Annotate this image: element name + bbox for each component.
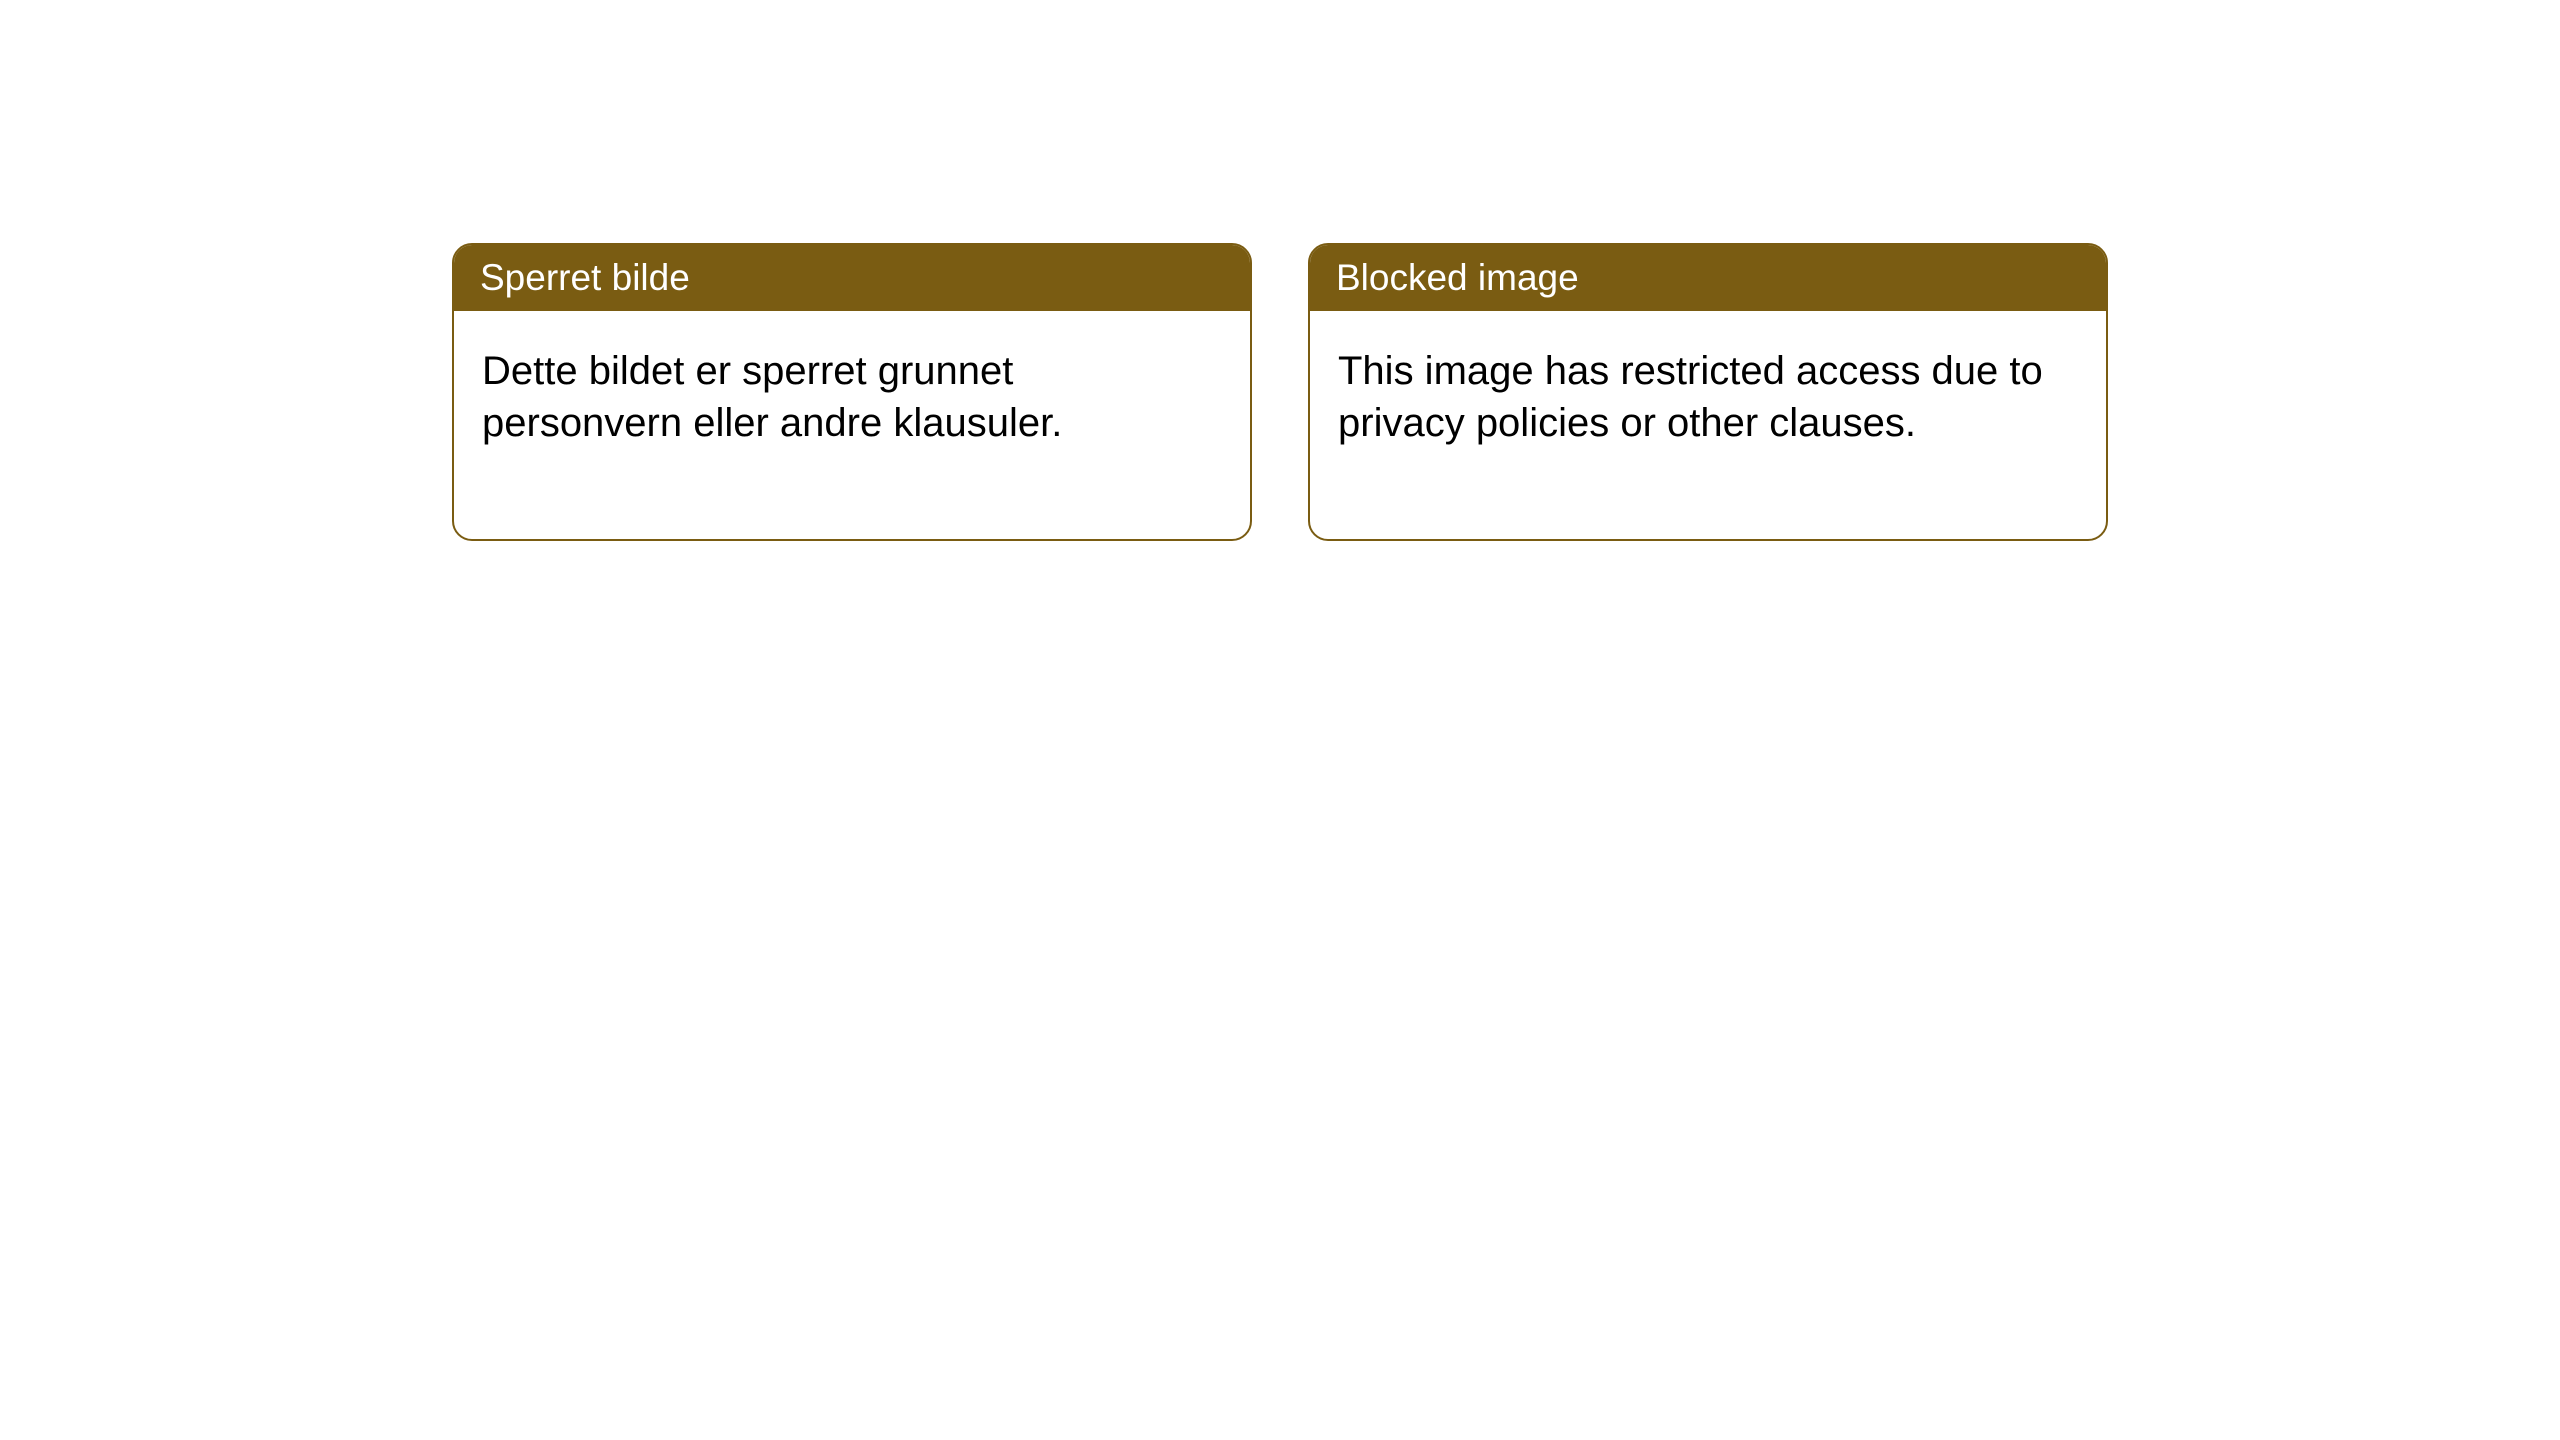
- notice-card-title: Sperret bilde: [454, 245, 1250, 311]
- notice-card-norwegian: Sperret bilde Dette bildet er sperret gr…: [452, 243, 1252, 541]
- notice-container: Sperret bilde Dette bildet er sperret gr…: [0, 0, 2560, 541]
- notice-card-body: Dette bildet er sperret grunnet personve…: [454, 311, 1250, 539]
- notice-card-english: Blocked image This image has restricted …: [1308, 243, 2108, 541]
- notice-card-body: This image has restricted access due to …: [1310, 311, 2106, 539]
- notice-card-title: Blocked image: [1310, 245, 2106, 311]
